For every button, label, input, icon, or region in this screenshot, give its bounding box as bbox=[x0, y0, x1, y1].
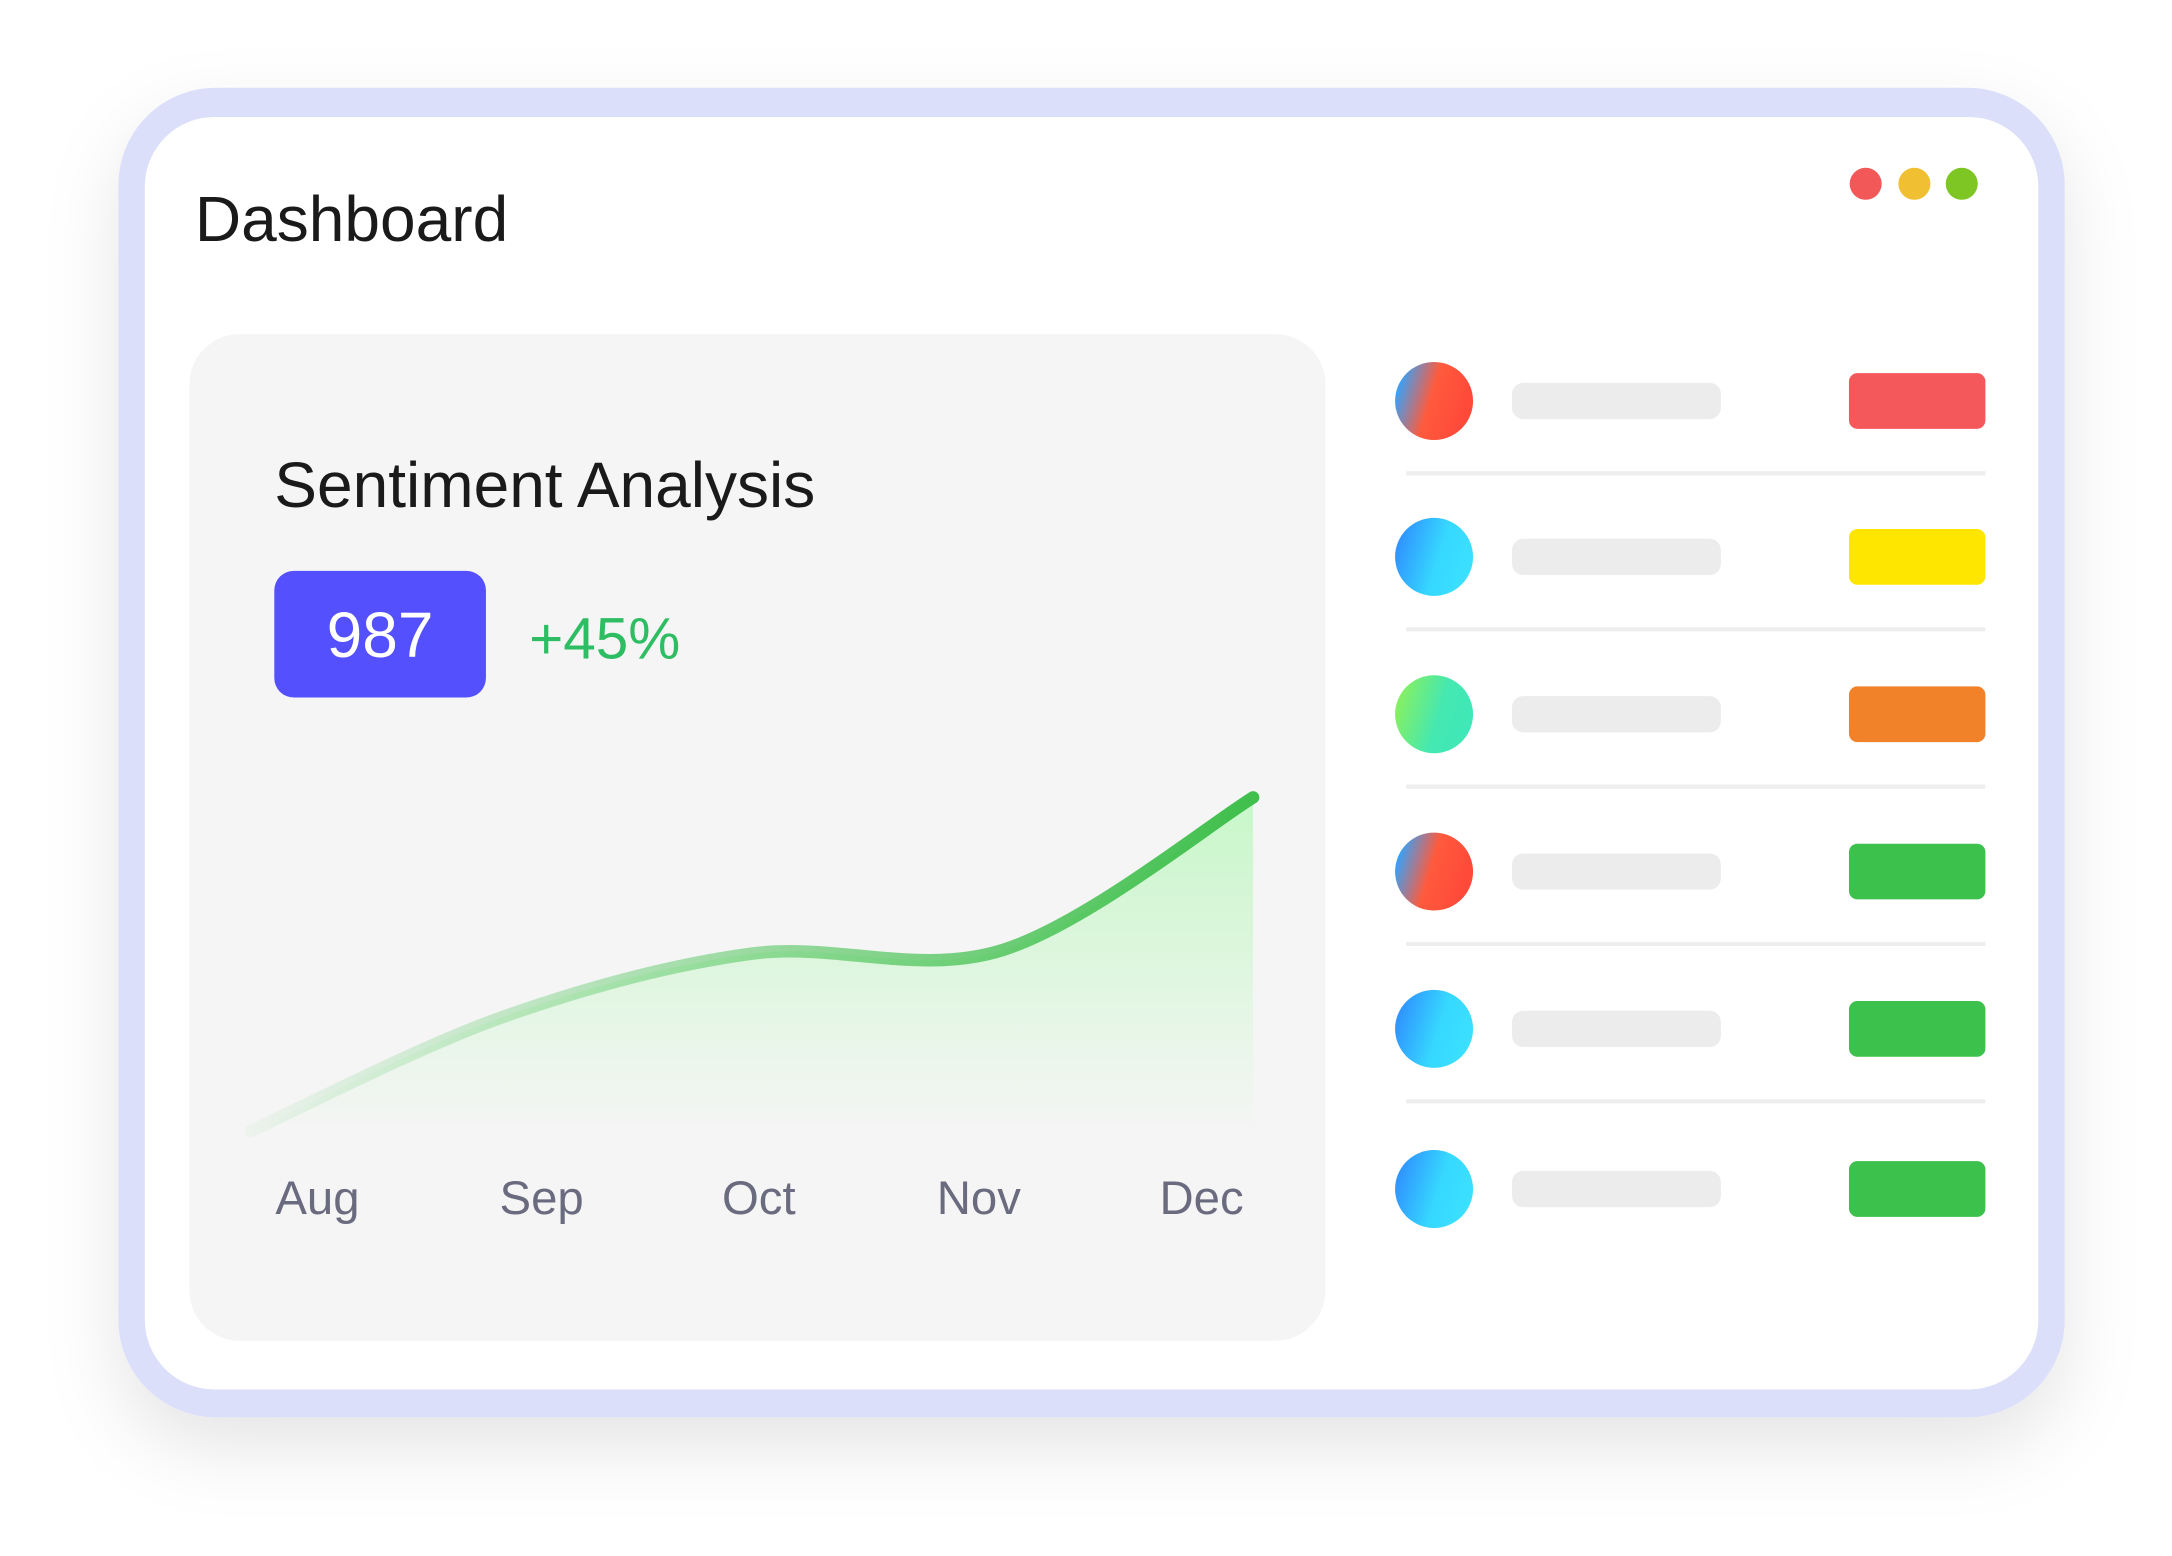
x-tick-label: Sep bbox=[500, 1172, 584, 1225]
chart-area bbox=[250, 797, 1254, 1135]
text-placeholder bbox=[1512, 382, 1721, 420]
status-tag bbox=[1848, 373, 1986, 429]
x-tick-label: Nov bbox=[937, 1172, 1022, 1225]
avatar bbox=[1395, 1150, 1474, 1228]
window-dot[interactable] bbox=[1849, 167, 1882, 200]
chart-line bbox=[244, 791, 1260, 1138]
status-tag bbox=[1848, 529, 1986, 585]
text-placeholder bbox=[1512, 538, 1721, 576]
card-change: +45% bbox=[529, 607, 680, 672]
avatar bbox=[1395, 361, 1474, 440]
window-dot[interactable] bbox=[1898, 167, 1931, 200]
x-tick-label: Oct bbox=[722, 1172, 796, 1225]
card-title: Sentiment Analysis bbox=[274, 449, 815, 521]
x-tick-label: Aug bbox=[275, 1172, 359, 1225]
text-placeholder bbox=[1512, 1170, 1721, 1208]
status-tag bbox=[1848, 843, 1986, 900]
list bbox=[1395, 361, 1986, 1228]
value-badge bbox=[274, 570, 486, 698]
status-tag bbox=[1848, 1161, 1986, 1217]
status-tag bbox=[1848, 686, 1986, 743]
status-tag bbox=[1848, 1001, 1986, 1057]
avatar bbox=[1395, 989, 1474, 1068]
card-value: 987 bbox=[327, 599, 434, 671]
avatar bbox=[1395, 675, 1474, 754]
avatar bbox=[1395, 517, 1474, 596]
page-title: Dashboard bbox=[195, 183, 508, 255]
text-placeholder bbox=[1512, 1010, 1721, 1047]
text-placeholder bbox=[1512, 696, 1721, 733]
avatar bbox=[1395, 832, 1474, 911]
text-placeholder bbox=[1512, 853, 1721, 890]
x-tick-label: Dec bbox=[1159, 1172, 1243, 1225]
window-dot[interactable] bbox=[1945, 167, 1978, 200]
